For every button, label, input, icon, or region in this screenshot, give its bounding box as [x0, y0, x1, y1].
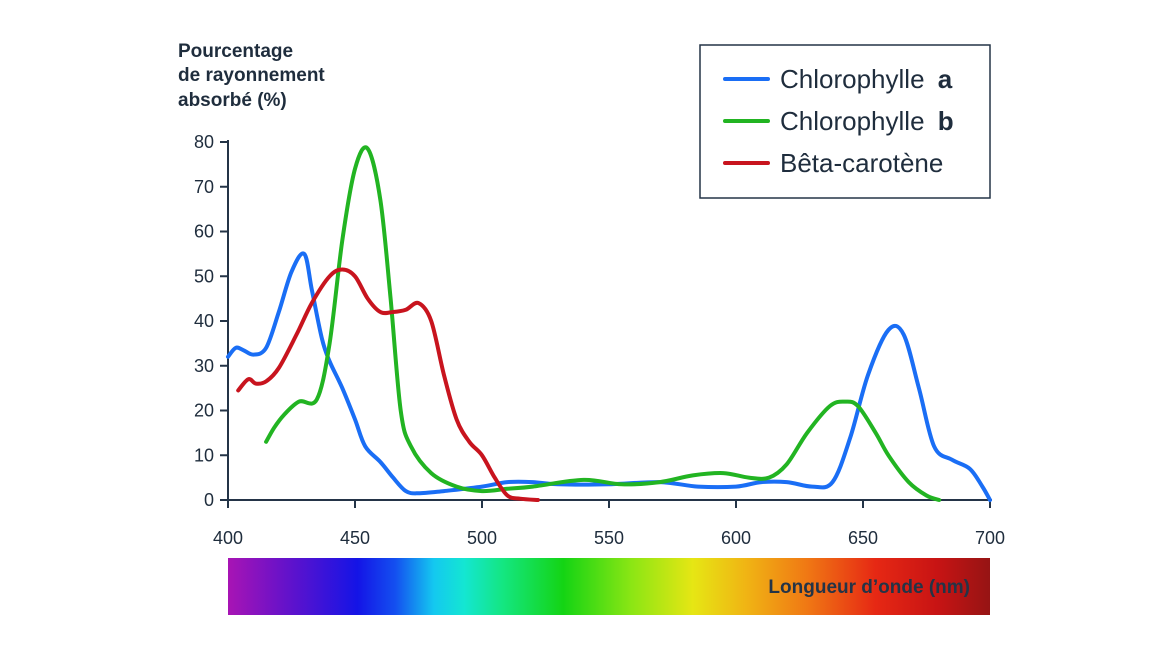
x-tick-label: 700 [975, 528, 1005, 548]
curve-beta-carotene [236, 267, 540, 502]
x-tick-label: 600 [721, 528, 751, 548]
legend-label-chlorophylle-b: Chlorophylle b [780, 106, 954, 136]
x-ticks: 400 450 500 550 600 650 700 [213, 500, 1005, 548]
curve-chlorophylle-a [226, 251, 992, 502]
y-tick-label: 80 [194, 132, 214, 152]
legend-label-chlorophylle-a: Chlorophylle a [780, 64, 953, 94]
x-tick-label: 650 [848, 528, 878, 548]
y-ticks: 0 10 20 30 40 50 60 70 80 [194, 132, 228, 510]
spectrum-band: Longueur d’onde (nm) [228, 558, 990, 615]
y-axis-title-line: absorbé (%) [178, 90, 287, 111]
y-tick-label: 30 [194, 356, 214, 376]
spectrum-gradient [228, 558, 990, 615]
legend-label-name: Chlorophylle [780, 106, 925, 136]
legend: Chlorophylle a Chlorophylle b Bêta-carot… [699, 44, 991, 199]
y-axis-title: Pourcentage de rayonnement absorbé (%) [178, 41, 329, 111]
x-tick-label: 450 [340, 528, 370, 548]
y-tick-label: 40 [194, 311, 214, 331]
x-axis-title: Longueur d’onde (nm) [768, 577, 970, 598]
y-axis-title-line: Pourcentage [178, 41, 293, 62]
legend-label-name: Chlorophylle [780, 64, 925, 94]
x-tick-label: 550 [594, 528, 624, 548]
y-tick-label: 70 [194, 177, 214, 197]
y-axis-title-line: de rayonnement [178, 65, 325, 86]
x-tick-label: 400 [213, 528, 243, 548]
legend-label-suffix: b [938, 106, 954, 136]
legend-label-suffix: a [938, 64, 953, 94]
curve-chlorophylle-b [264, 145, 942, 502]
y-tick-label: 10 [194, 445, 214, 465]
curves [226, 145, 992, 502]
y-tick-label: 50 [194, 266, 214, 286]
legend-label-beta-carotene: Bêta-carotène [780, 148, 943, 178]
x-tick-label: 500 [467, 528, 497, 548]
y-tick-label: 60 [194, 222, 214, 242]
y-tick-label: 20 [194, 401, 214, 421]
y-tick-label: 0 [204, 490, 214, 510]
